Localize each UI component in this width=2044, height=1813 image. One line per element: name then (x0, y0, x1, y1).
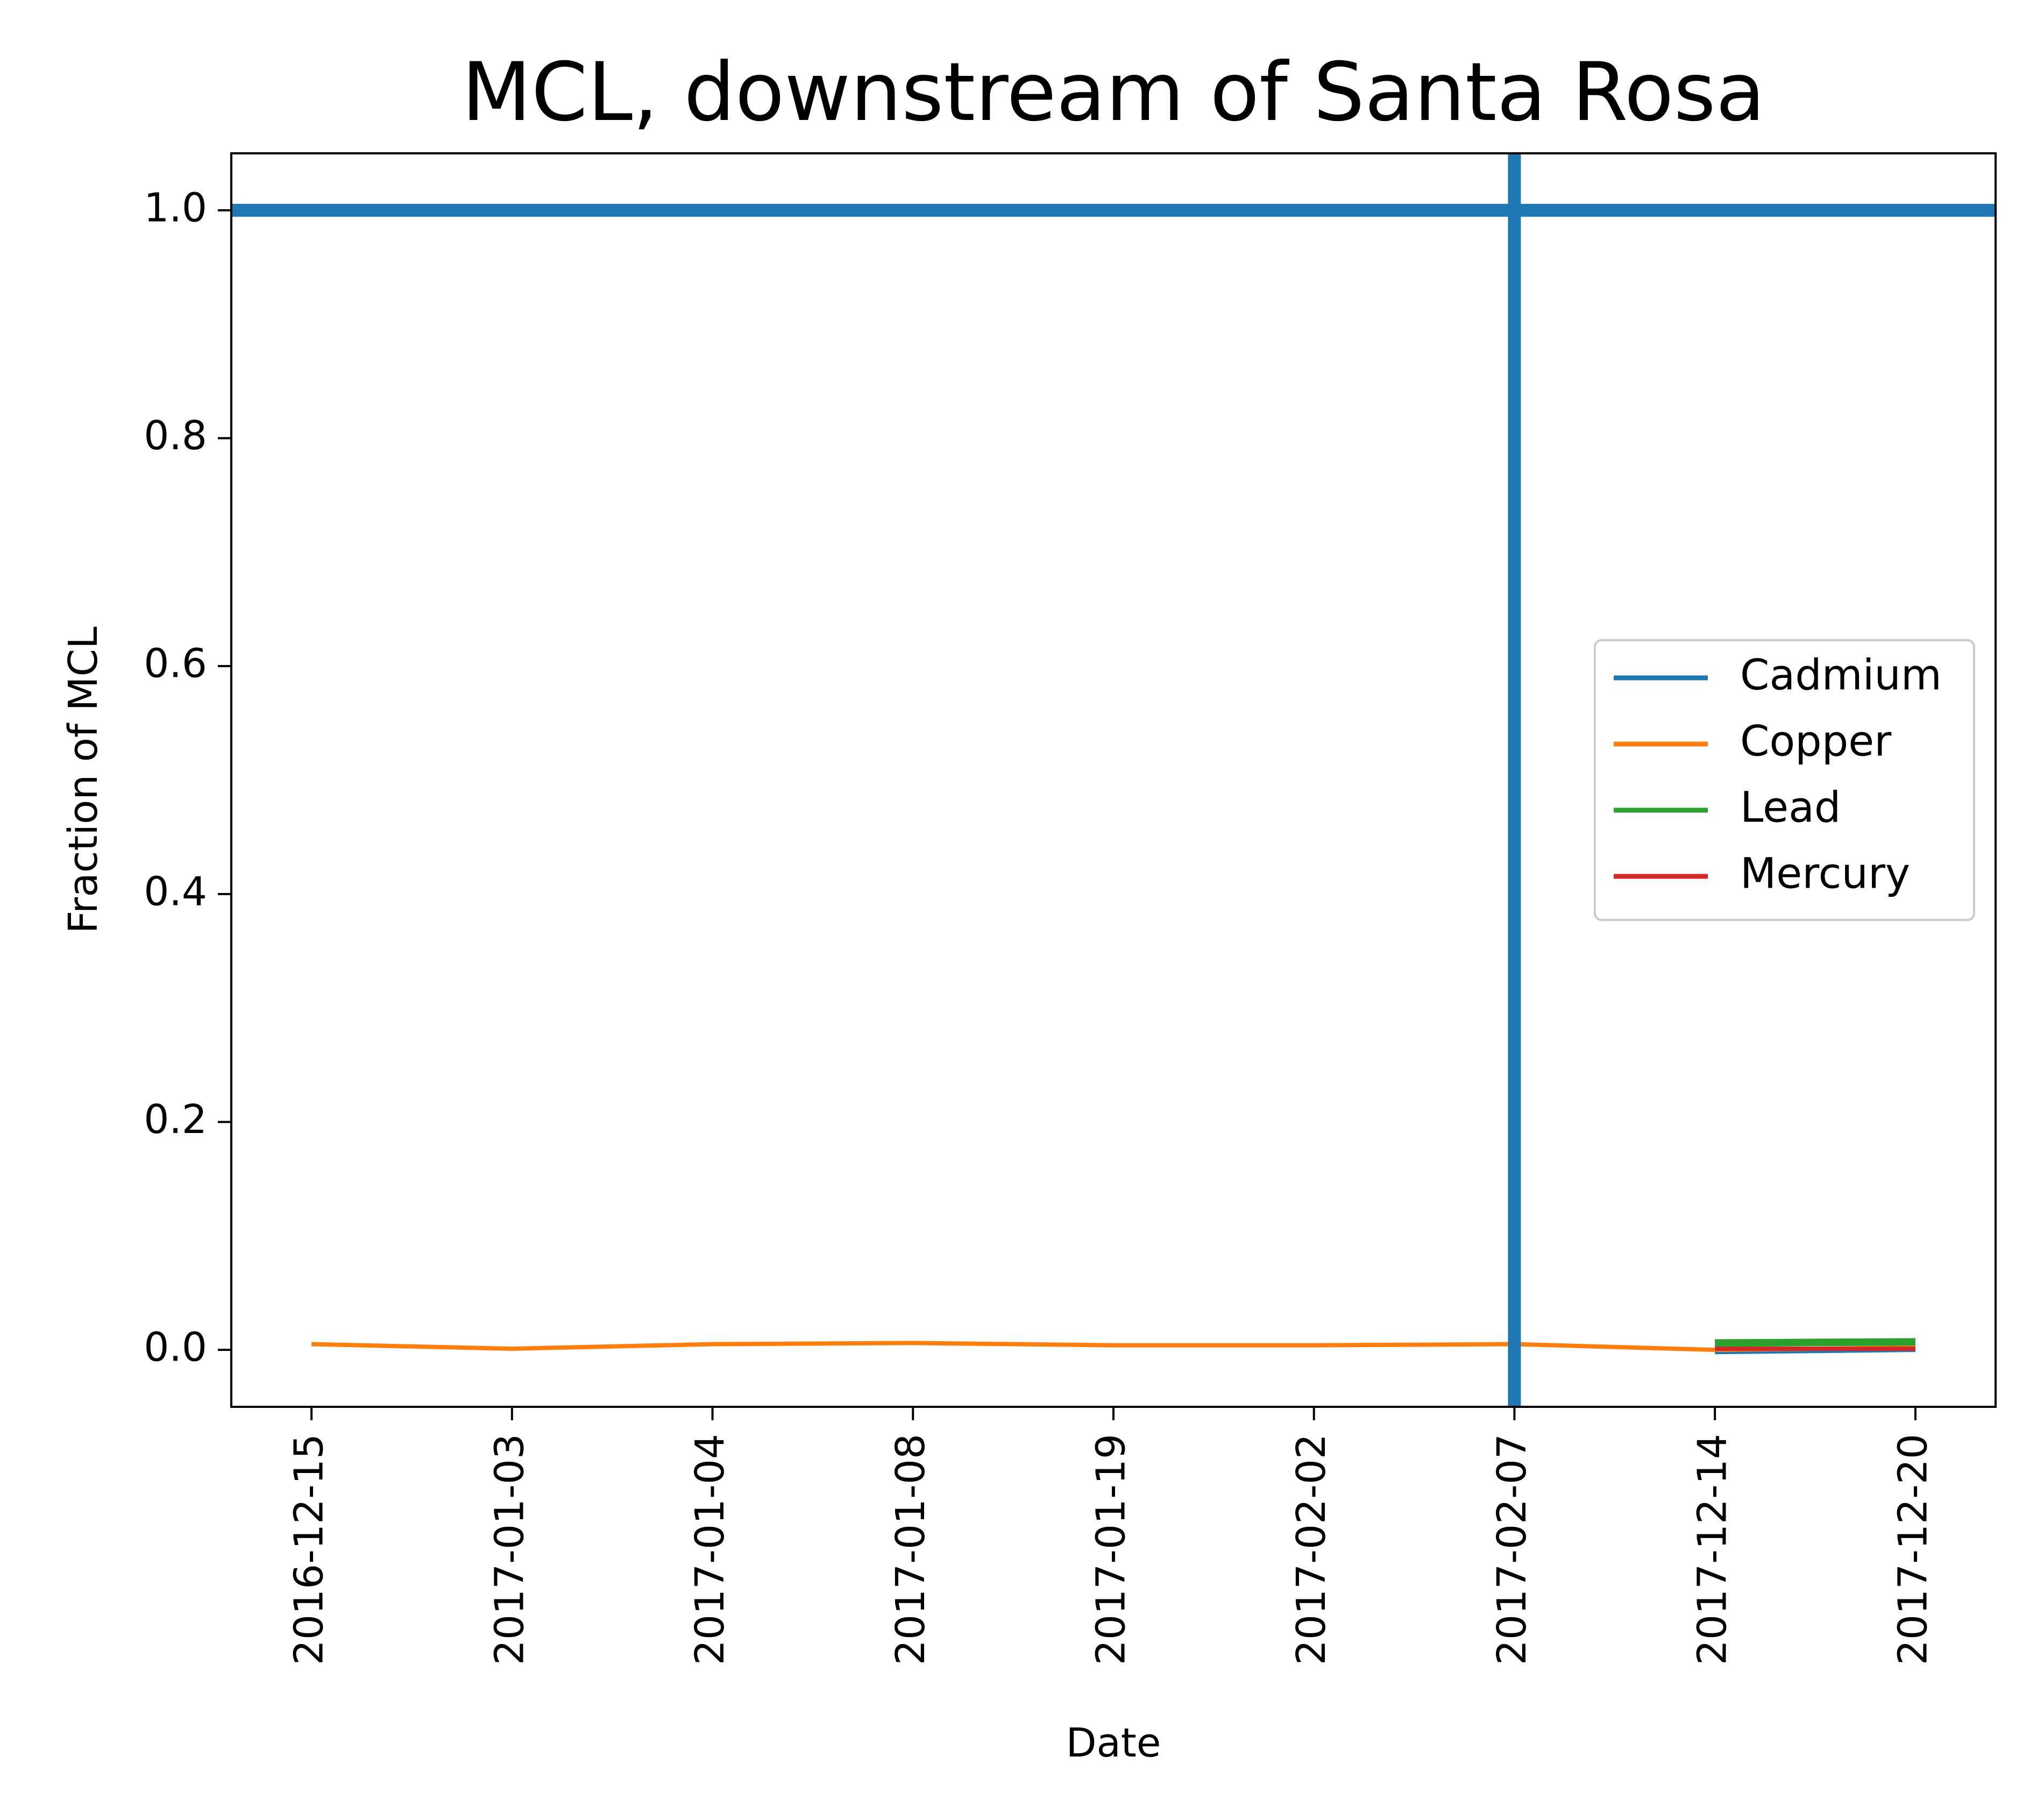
legend-label-mercury: Mercury (1740, 849, 1910, 898)
y-axis: 0.0 0.2 0.4 0.6 0.8 1.0 (144, 185, 231, 1371)
chart-title: MCL, downstream of Santa Rosa (462, 46, 1765, 139)
x-tick-label: 2017-01-03 (486, 1434, 533, 1665)
x-axis: 2016-12-15 2017-01-03 2017-01-04 2017-01-08… (286, 1407, 1936, 1665)
legend: Cadmium Copper Lead Mercury (1594, 639, 1975, 921)
x-tick-label: 2017-12-14 (1690, 1434, 1736, 1665)
x-tick-label: 2017-02-07 (1489, 1434, 1535, 1665)
y-axis-label: Fraction of MCL (60, 627, 107, 934)
x-tick-label: 2017-01-04 (687, 1434, 733, 1665)
x-axis-label: Date (1066, 1720, 1161, 1766)
legend-label-copper: Copper (1740, 717, 1892, 766)
y-tick-label: 0.2 (144, 1096, 207, 1143)
legend-label-cadmium: Cadmium (1740, 651, 1942, 699)
x-tick-label: 2017-01-08 (888, 1434, 934, 1665)
y-tick-label: 0.4 (144, 868, 207, 915)
legend-frame (1594, 639, 1975, 921)
plot-marks (231, 153, 1996, 1407)
y-tick-label: 0.0 (144, 1325, 207, 1371)
y-tick-label: 1.0 (144, 185, 207, 231)
legend-label-lead: Lead (1740, 783, 1841, 832)
x-tick-label: 2016-12-15 (286, 1434, 332, 1665)
series-line-lead (1715, 1338, 1915, 1347)
y-tick-label: 0.6 (144, 641, 207, 687)
x-tick-label: 2017-02-02 (1288, 1434, 1335, 1665)
series-line-copper (311, 1341, 1915, 1352)
x-tick-label: 2017-01-19 (1088, 1434, 1134, 1665)
y-tick-label: 0.8 (144, 413, 207, 459)
x-tick-label: 2017-12-20 (1890, 1434, 1936, 1665)
